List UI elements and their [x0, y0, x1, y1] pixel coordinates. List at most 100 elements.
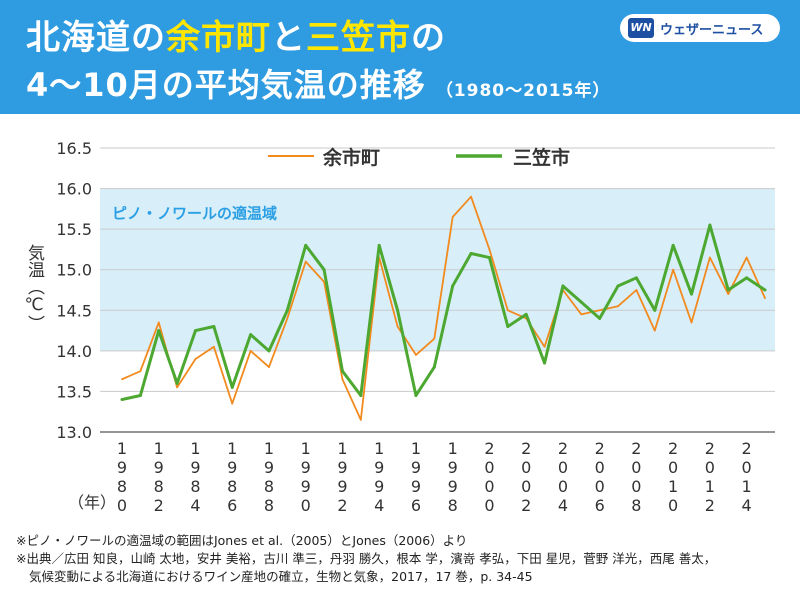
data-point	[764, 297, 766, 300]
header-banner: 北海道の余市町と三笠市の 4～10月の平均気温の推移 （1980～2015年） W…	[0, 0, 800, 114]
data-point	[304, 243, 308, 247]
data-point	[653, 308, 657, 312]
title-text: 北海道の	[26, 18, 166, 58]
logo-text: ウェザーニュース	[660, 23, 764, 38]
legend-label: 三笠市	[513, 146, 570, 169]
data-point	[138, 393, 142, 397]
data-point	[359, 418, 362, 421]
data-point	[249, 349, 252, 352]
data-point	[304, 260, 307, 263]
data-point	[451, 216, 454, 218]
data-point	[671, 243, 675, 247]
data-point	[616, 284, 620, 288]
data-point	[543, 361, 547, 365]
y-tick-label: 15.5	[56, 220, 92, 239]
data-point	[745, 256, 748, 259]
series-line-yoichi	[121, 195, 766, 421]
data-point	[414, 393, 418, 397]
data-point	[121, 378, 123, 381]
y-tick-label: 16.0	[56, 180, 92, 199]
data-point	[433, 337, 436, 340]
data-point	[634, 276, 638, 280]
data-point	[617, 305, 619, 308]
footnote-citation: ※出典／広田 知良，山崎 太地，安井 美裕，古川 準三，丹羽 勝久，根本 学，濱…	[16, 551, 717, 566]
data-point	[653, 329, 656, 332]
data-point	[745, 276, 749, 280]
data-point	[690, 292, 694, 296]
y-axis-label: 気温（℃）	[24, 244, 45, 332]
data-point	[432, 365, 436, 369]
data-point	[157, 329, 161, 333]
data-point	[268, 366, 270, 368]
data-point	[506, 309, 509, 312]
data-point	[139, 370, 142, 373]
data-point	[193, 329, 197, 333]
data-point	[212, 325, 216, 329]
y-tick-label: 13.5	[56, 382, 92, 401]
data-point	[451, 284, 455, 288]
temperature-line-chart: ピノ・ノワールの適温域 13.0 13.5 14.0 14.5 15.0 15.5 16.0 1…	[24, 139, 775, 515]
y-tick-label: 15.0	[56, 261, 92, 280]
y-tick-label: 14.0	[56, 342, 92, 361]
y-tick-label: 13.0	[56, 423, 92, 442]
title-text: 4～10月の平均気温の推移	[26, 66, 426, 104]
title-text: の	[411, 18, 446, 58]
data-point	[120, 398, 124, 402]
footnote-source-range: ※ピノ・ノワールの適温域の範囲はJones et al.（2005）とJones…	[16, 533, 468, 548]
data-point	[580, 313, 583, 316]
data-point	[727, 293, 730, 295]
data-point	[708, 223, 712, 227]
data-point	[470, 195, 472, 198]
data-point	[396, 325, 399, 328]
weathernews-logo: WN ウェザーニュース	[620, 14, 780, 42]
data-point	[708, 256, 711, 259]
y-tick-label: 16.5	[56, 139, 92, 158]
data-point	[672, 268, 675, 271]
data-point	[285, 308, 289, 312]
series-line-mikasa	[121, 223, 766, 402]
data-point	[341, 378, 344, 381]
title-text: と	[271, 18, 306, 58]
data-point	[212, 345, 215, 348]
title-line-1: 北海道の余市町と三笠市の	[26, 10, 446, 59]
title-line-2: 4～10月の平均気温の推移 （1980～2015年）	[26, 60, 610, 106]
data-point	[635, 289, 638, 291]
data-point	[231, 402, 234, 405]
data-point	[488, 248, 491, 251]
data-point	[323, 280, 325, 283]
data-point	[690, 321, 693, 324]
data-point	[763, 288, 767, 292]
data-point	[157, 321, 160, 324]
data-point	[579, 300, 583, 304]
data-point	[359, 393, 363, 397]
data-point	[175, 381, 179, 385]
footnotes: ※ピノ・ノワールの適温域の範囲はJones et al.（2005）とJones…	[16, 532, 796, 586]
data-point	[543, 345, 546, 348]
data-point	[598, 309, 601, 312]
x-unit-label: （年）	[68, 493, 116, 512]
data-point	[249, 333, 253, 337]
data-point	[524, 312, 528, 316]
data-point	[561, 284, 565, 288]
data-point	[340, 369, 344, 373]
data-point	[506, 325, 510, 329]
title-period: （1980～2015年）	[435, 81, 611, 101]
data-point	[377, 243, 381, 247]
data-point	[322, 268, 326, 272]
footnote-citation-cont: 気候変動による北海道におけるワイン産地の確立，生物と気象，2017，17 巻，p…	[29, 569, 533, 584]
data-point	[598, 316, 602, 320]
